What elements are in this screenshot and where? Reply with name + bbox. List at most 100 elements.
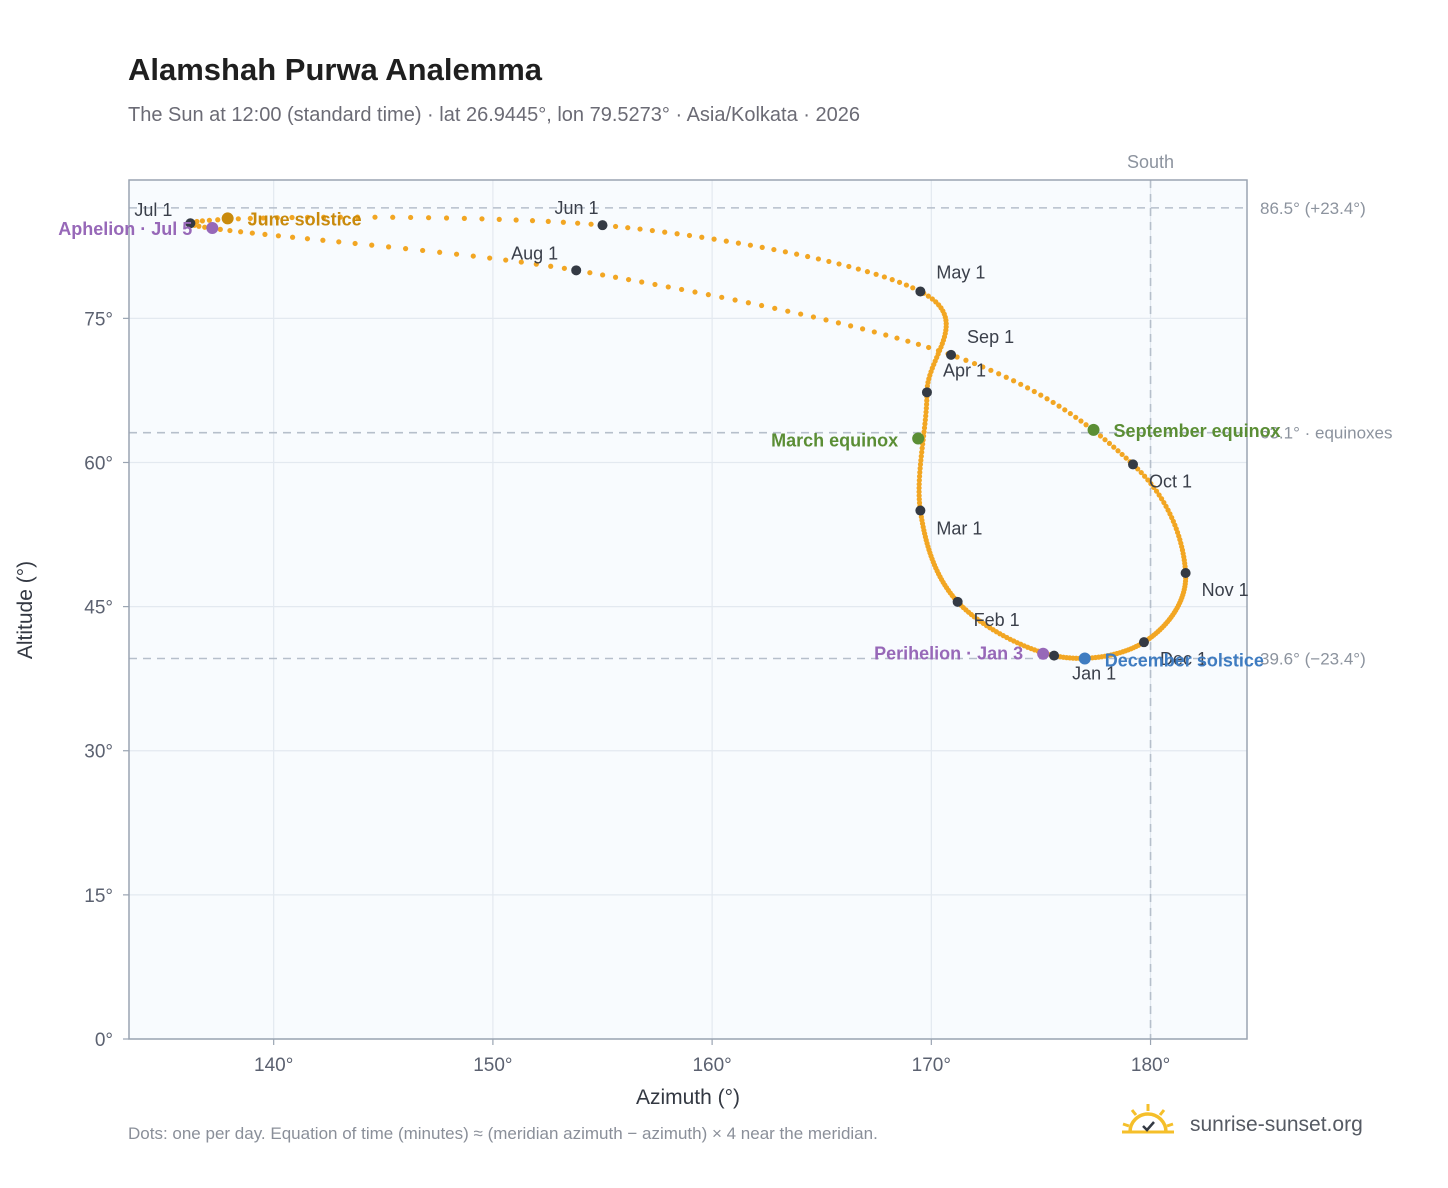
daily-sun-dot bbox=[402, 246, 409, 252]
daily-sun-dot bbox=[372, 214, 378, 220]
daily-sun-dot bbox=[933, 299, 939, 305]
month-label: Nov 1 bbox=[1202, 580, 1249, 600]
daily-sun-dot bbox=[337, 214, 343, 220]
daily-sun-dot bbox=[883, 332, 889, 338]
daily-sun-dot bbox=[425, 215, 432, 221]
daily-sun-dot bbox=[545, 218, 551, 225]
month-marker bbox=[185, 218, 196, 229]
daily-sun-dot bbox=[923, 401, 930, 407]
daily-sun-dot bbox=[390, 214, 396, 220]
month-marker bbox=[571, 265, 582, 276]
daily-sun-dot bbox=[202, 224, 208, 230]
daily-sun-dot bbox=[548, 263, 554, 269]
daily-sun-dot bbox=[587, 270, 593, 276]
daily-sun-dot bbox=[826, 258, 832, 265]
daily-sun-dot bbox=[206, 217, 212, 223]
daily-sun-dot bbox=[759, 244, 765, 250]
daily-sun-dot bbox=[929, 296, 935, 302]
daily-sun-dot bbox=[249, 230, 255, 236]
daily-sun-dot bbox=[771, 246, 777, 253]
daily-sun-dot bbox=[1003, 374, 1009, 380]
y-tick-label: 75° bbox=[84, 309, 113, 330]
month-label: May 1 bbox=[936, 262, 985, 282]
footnote: Dots: one per day. Equation of time (min… bbox=[128, 1124, 878, 1143]
brand-link[interactable]: sunrise-sunset.org bbox=[1120, 1100, 1420, 1150]
month-label: Aug 1 bbox=[511, 243, 558, 263]
y-tick-label: 30° bbox=[84, 742, 113, 763]
daily-sun-dot bbox=[453, 251, 460, 257]
month-label: Feb 1 bbox=[974, 610, 1020, 630]
daily-sun-dot bbox=[1083, 422, 1089, 428]
daily-sun-dot bbox=[835, 320, 842, 326]
x-tick-label: 160° bbox=[692, 1055, 731, 1076]
daily-sun-dot bbox=[699, 234, 705, 240]
month-marker bbox=[921, 387, 932, 398]
meridian-label: South bbox=[1127, 152, 1174, 172]
daily-sun-dot bbox=[919, 449, 925, 455]
daily-sun-dot bbox=[561, 265, 567, 271]
daily-sun-dot bbox=[1044, 396, 1050, 402]
daily-sun-dot bbox=[923, 405, 929, 411]
daily-sun-dot bbox=[917, 465, 923, 471]
daily-sun-dot bbox=[625, 276, 632, 283]
daily-sun-dot bbox=[881, 274, 887, 280]
daily-sun-dot bbox=[304, 214, 311, 220]
daily-sun-dot bbox=[719, 294, 725, 300]
daily-sun-dot bbox=[759, 302, 765, 309]
reference-line-label: 86.5° (+23.4°) bbox=[1260, 199, 1366, 218]
month-label: Apr 1 bbox=[943, 360, 986, 380]
event-marker bbox=[912, 432, 925, 445]
daily-sun-dot bbox=[922, 421, 928, 427]
event-marker bbox=[1037, 647, 1050, 660]
daily-sun-dot bbox=[772, 305, 778, 311]
daily-sun-dot bbox=[917, 469, 923, 475]
daily-sun-dot bbox=[1067, 410, 1073, 417]
event-marker bbox=[1087, 423, 1100, 436]
daily-sun-dot bbox=[871, 329, 877, 335]
plot-frame bbox=[128, 179, 1248, 1040]
daily-sun-dot bbox=[864, 269, 871, 275]
event-label: June solstice bbox=[248, 209, 362, 229]
daily-sun-dot bbox=[1138, 469, 1144, 476]
daily-sun-dot bbox=[705, 292, 711, 298]
month-label: Sep 1 bbox=[967, 327, 1014, 347]
daily-sun-dot bbox=[215, 217, 221, 223]
daily-sun-dot bbox=[1097, 433, 1104, 439]
event-marker bbox=[221, 212, 234, 225]
daily-sun-dot bbox=[1038, 392, 1044, 398]
daily-sun-dot bbox=[588, 221, 594, 227]
month-marker bbox=[946, 349, 957, 360]
month-label: Oct 1 bbox=[1149, 471, 1192, 491]
daily-sun-dot bbox=[859, 326, 866, 332]
daily-sun-dot bbox=[735, 240, 742, 246]
sun-logo-icon bbox=[1122, 1104, 1174, 1134]
daily-sun-dot bbox=[513, 217, 519, 223]
daily-sun-dot bbox=[805, 253, 811, 260]
daily-sun-dot bbox=[1115, 448, 1121, 454]
daily-sun-dot bbox=[385, 244, 392, 250]
daily-sun-dot bbox=[1119, 451, 1125, 458]
daily-sun-dot bbox=[262, 231, 268, 238]
daily-sun-dot bbox=[903, 282, 910, 288]
daily-sun-dot bbox=[747, 242, 753, 248]
daily-sun-dot bbox=[487, 255, 493, 261]
daily-sun-dot bbox=[745, 300, 751, 306]
daily-sun-dot bbox=[923, 409, 929, 415]
daily-sun-dot bbox=[352, 240, 358, 247]
event-label: Aphelion · Jul 5 bbox=[58, 219, 192, 239]
daily-sun-dot bbox=[612, 274, 619, 280]
daily-sun-dot bbox=[711, 236, 717, 242]
daily-sun-dot bbox=[518, 259, 524, 265]
daily-sun-dot bbox=[437, 249, 443, 255]
month-marker bbox=[952, 596, 963, 607]
daily-sun-dot bbox=[1161, 499, 1167, 506]
daily-sun-dot bbox=[923, 413, 929, 419]
axis-ticks: 140° 150° 160° 170° 180° 0° 15° 30° 45° 60° 75° bbox=[84, 309, 1170, 1076]
daily-sun-dot bbox=[924, 398, 930, 404]
event-label: March equinox bbox=[771, 430, 898, 450]
chart-title: Alamshah Purwa Analemma bbox=[128, 52, 543, 87]
daily-sun-dot bbox=[529, 218, 536, 224]
daily-sun-dot bbox=[1106, 440, 1113, 447]
daily-sun-dot bbox=[443, 215, 450, 221]
